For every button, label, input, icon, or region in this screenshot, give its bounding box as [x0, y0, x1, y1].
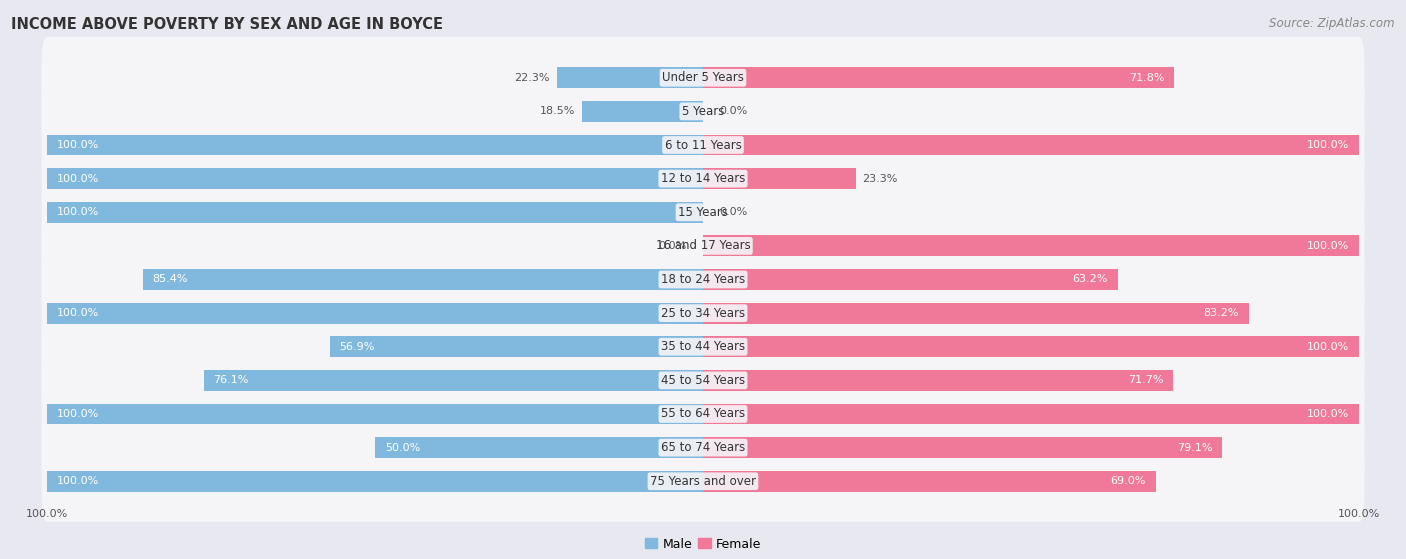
- Bar: [703, 67, 1174, 88]
- FancyBboxPatch shape: [42, 272, 1364, 354]
- Bar: [557, 67, 703, 88]
- Bar: [204, 370, 703, 391]
- Bar: [703, 370, 1174, 391]
- FancyBboxPatch shape: [42, 37, 1364, 119]
- Text: 100.0%: 100.0%: [56, 140, 98, 150]
- Text: 50.0%: 50.0%: [385, 443, 420, 453]
- Bar: [46, 202, 703, 222]
- FancyBboxPatch shape: [42, 105, 1364, 186]
- Text: 18 to 24 Years: 18 to 24 Years: [661, 273, 745, 286]
- FancyBboxPatch shape: [42, 70, 1364, 152]
- Text: 71.8%: 71.8%: [1129, 73, 1164, 83]
- Text: 56.9%: 56.9%: [339, 342, 375, 352]
- Text: Under 5 Years: Under 5 Years: [662, 71, 744, 84]
- FancyBboxPatch shape: [42, 407, 1364, 489]
- FancyBboxPatch shape: [42, 239, 1364, 320]
- Text: 0.0%: 0.0%: [720, 207, 748, 217]
- Text: INCOME ABOVE POVERTY BY SEX AND AGE IN BOYCE: INCOME ABOVE POVERTY BY SEX AND AGE IN B…: [11, 17, 443, 32]
- Bar: [703, 168, 856, 189]
- Text: 65 to 74 Years: 65 to 74 Years: [661, 441, 745, 454]
- Bar: [703, 269, 1118, 290]
- Text: 100.0%: 100.0%: [56, 409, 98, 419]
- FancyBboxPatch shape: [42, 172, 1364, 253]
- Text: 100.0%: 100.0%: [1308, 241, 1350, 251]
- Bar: [46, 404, 703, 424]
- Bar: [46, 135, 703, 155]
- Bar: [46, 303, 703, 324]
- Text: 79.1%: 79.1%: [1177, 443, 1212, 453]
- Text: 16 and 17 Years: 16 and 17 Years: [655, 239, 751, 252]
- Bar: [703, 135, 1360, 155]
- FancyBboxPatch shape: [42, 340, 1364, 421]
- Text: 69.0%: 69.0%: [1111, 476, 1146, 486]
- Bar: [703, 404, 1360, 424]
- Bar: [582, 101, 703, 122]
- Text: 45 to 54 Years: 45 to 54 Years: [661, 374, 745, 387]
- Text: 63.2%: 63.2%: [1073, 274, 1108, 285]
- FancyBboxPatch shape: [42, 306, 1364, 387]
- Text: 100.0%: 100.0%: [1308, 409, 1350, 419]
- Text: 6 to 11 Years: 6 to 11 Years: [665, 139, 741, 151]
- Text: Source: ZipAtlas.com: Source: ZipAtlas.com: [1270, 17, 1395, 30]
- FancyBboxPatch shape: [42, 205, 1364, 287]
- Text: 75 Years and over: 75 Years and over: [650, 475, 756, 488]
- Bar: [46, 471, 703, 492]
- Bar: [703, 337, 1360, 357]
- Legend: Male, Female: Male, Female: [645, 538, 761, 551]
- Text: 71.7%: 71.7%: [1128, 376, 1164, 385]
- Text: 76.1%: 76.1%: [214, 376, 249, 385]
- FancyBboxPatch shape: [42, 440, 1364, 522]
- Text: 25 to 34 Years: 25 to 34 Years: [661, 307, 745, 320]
- Text: 22.3%: 22.3%: [515, 73, 550, 83]
- FancyBboxPatch shape: [42, 373, 1364, 454]
- Text: 5 Years: 5 Years: [682, 105, 724, 118]
- Text: 23.3%: 23.3%: [862, 174, 898, 183]
- Text: 15 Years: 15 Years: [678, 206, 728, 219]
- Text: 100.0%: 100.0%: [56, 207, 98, 217]
- Bar: [329, 337, 703, 357]
- Text: 83.2%: 83.2%: [1204, 308, 1239, 318]
- FancyBboxPatch shape: [42, 138, 1364, 219]
- Bar: [703, 437, 1222, 458]
- Text: 0.0%: 0.0%: [658, 241, 686, 251]
- Bar: [703, 471, 1156, 492]
- Text: 85.4%: 85.4%: [152, 274, 188, 285]
- Text: 0.0%: 0.0%: [720, 106, 748, 116]
- Text: 100.0%: 100.0%: [56, 308, 98, 318]
- Bar: [703, 235, 1360, 256]
- Text: 100.0%: 100.0%: [1308, 342, 1350, 352]
- Text: 100.0%: 100.0%: [1308, 140, 1350, 150]
- Text: 100.0%: 100.0%: [56, 476, 98, 486]
- Text: 100.0%: 100.0%: [56, 174, 98, 183]
- Text: 18.5%: 18.5%: [540, 106, 575, 116]
- Bar: [46, 168, 703, 189]
- Bar: [703, 303, 1249, 324]
- Text: 55 to 64 Years: 55 to 64 Years: [661, 408, 745, 420]
- Text: 35 to 44 Years: 35 to 44 Years: [661, 340, 745, 353]
- Bar: [142, 269, 703, 290]
- Bar: [375, 437, 703, 458]
- Text: 12 to 14 Years: 12 to 14 Years: [661, 172, 745, 185]
